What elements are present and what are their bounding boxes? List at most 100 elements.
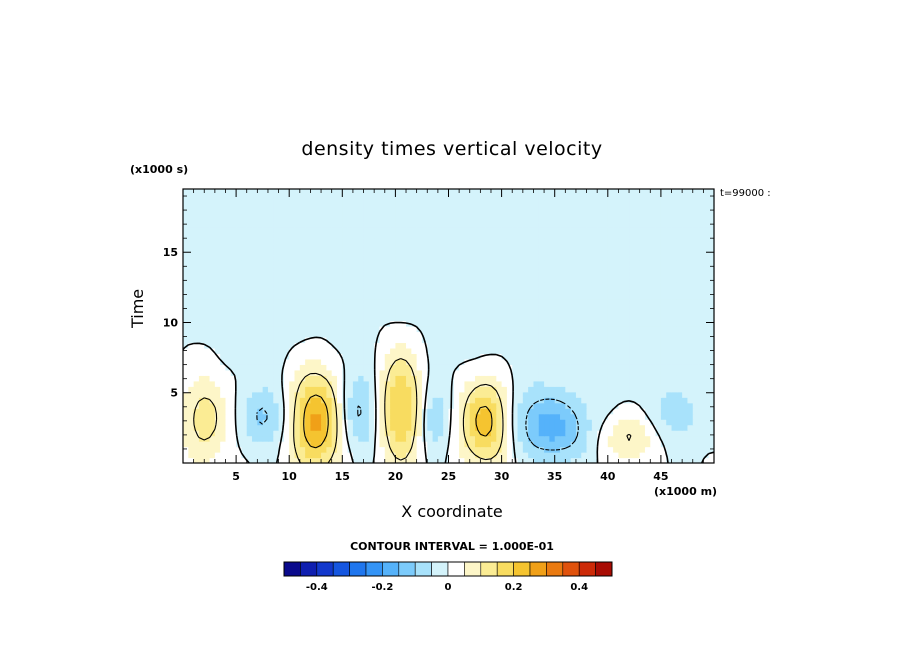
field-cell [602,194,609,201]
field-cell [198,391,205,398]
field-cell [315,276,322,283]
field-cell [214,254,221,261]
field-cell [437,238,444,245]
field-cell [522,293,529,300]
field-cell [220,194,227,201]
field-cell [517,260,524,267]
field-cell [214,397,221,404]
field-cell [336,353,343,360]
field-cell [549,293,556,300]
field-cell [613,282,620,289]
field-cell [390,293,396,300]
field-cell [236,435,243,442]
field-cell [522,189,529,196]
field-cell [528,419,535,426]
field-cell [374,243,381,250]
field-cell [538,227,545,234]
field-cell [368,243,375,250]
field-cell [209,232,216,239]
field-cell [236,216,243,223]
field-cell [698,452,704,459]
field-cell [289,243,296,250]
field-cell [342,265,349,272]
field-cell [443,347,450,354]
field-cell [432,391,439,398]
field-cell [480,276,487,283]
field-cell [591,216,598,223]
field-cell [586,457,593,464]
field-cell [469,243,476,250]
field-cell [655,424,662,431]
field-cell [613,452,620,459]
field-cell [522,435,529,442]
field-cell [570,210,577,217]
field-cell [448,369,455,376]
field-cell [613,358,620,365]
field-cell [299,254,306,261]
field-cell [682,435,689,442]
field-cell [448,326,455,333]
field-cell [549,353,556,360]
field-cell [501,216,508,223]
field-cell [629,210,635,217]
field-cell [257,391,264,398]
field-cell [480,271,487,278]
field-cell [644,309,651,316]
field-cell [703,386,710,393]
field-cell [544,331,550,338]
field-cell [262,199,269,207]
field-cell [214,265,221,272]
field-cell [193,254,200,261]
field-cell [512,446,519,453]
field-cell [703,446,710,453]
field-cell [347,298,354,305]
field-cell [549,304,556,311]
field-cell [597,199,604,207]
field-cell [273,189,280,196]
field-cell [575,320,582,327]
field-cell [443,238,450,245]
field-cell [687,413,694,420]
field-cell [443,293,450,300]
field-cell [437,216,444,223]
field-cell [687,221,694,228]
field-cell [613,397,620,404]
field-cell [326,342,333,349]
field-cell [533,446,540,453]
field-cell [198,413,205,420]
field-cell [241,446,248,453]
field-cell [475,189,481,196]
field-cell [395,189,402,196]
field-cell [671,265,678,272]
field-cell [443,320,450,327]
field-cell [522,287,529,294]
field-cell [437,276,444,283]
field-cell [522,216,529,223]
field-cell [448,309,455,316]
field-cell [676,375,683,382]
field-cell [655,386,662,393]
field-cell [501,347,508,354]
field-cell [220,227,227,234]
field-cell [315,282,322,289]
field-cell [475,216,481,223]
field-cell [501,391,508,398]
field-cell [448,260,455,267]
field-cell [336,265,343,272]
field-cell [666,293,673,300]
field-cell [490,441,497,448]
field-cell [241,380,248,387]
field-cell [549,298,556,305]
field-cell [188,304,195,311]
field-cell [703,358,710,365]
field-cell [183,441,189,448]
field-cell [315,446,322,453]
field-cell [607,457,614,464]
field-cell [591,194,598,201]
field-cell [591,238,598,245]
field-cell [220,298,227,305]
field-cell [703,282,710,289]
field-cell [390,205,396,212]
field-cell [687,216,694,223]
field-cell [257,380,264,387]
